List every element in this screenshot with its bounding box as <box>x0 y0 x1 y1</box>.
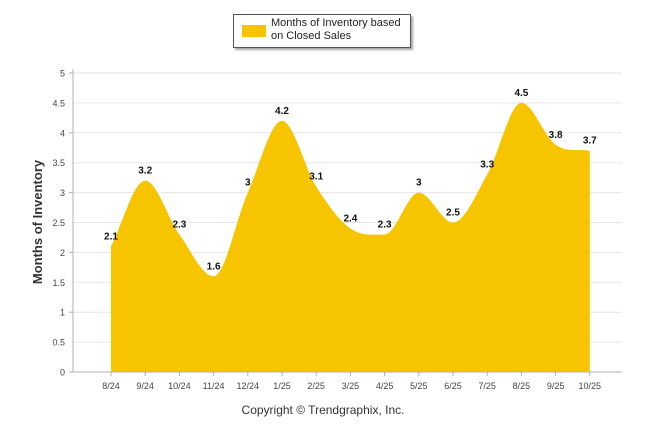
y-axis-title: Months of Inventory <box>30 159 45 284</box>
data-label: 3.8 <box>549 130 563 141</box>
x-tick-label: 11/24 <box>203 381 225 391</box>
data-label: 2.3 <box>172 219 186 230</box>
data-label: 2.1 <box>104 231 118 242</box>
y-tick-label: 3.5 <box>52 158 65 168</box>
axes <box>69 69 622 376</box>
data-label: 4.5 <box>514 88 528 99</box>
data-label: 3.1 <box>309 172 323 183</box>
y-tick-label: 0.5 <box>52 338 65 348</box>
data-label: 3.7 <box>583 136 597 147</box>
copyright-footer: Copyright © Trendgraphix, Inc. <box>241 403 405 417</box>
data-label: 4.2 <box>275 106 289 117</box>
x-tick-label: 9/25 <box>547 381 565 391</box>
y-tick-label: 4.5 <box>52 98 65 108</box>
y-tick-label: 1 <box>60 308 65 318</box>
data-labels: 2.1 3.2 2.3 1.6 3 4.2 3.1 2.4 2.3 3 2.5 3.3 4.5 3.8 3.… <box>104 88 597 272</box>
data-label: 3 <box>416 178 422 189</box>
x-tick-label: 8/25 <box>513 381 531 391</box>
data-label: 2.5 <box>446 208 460 219</box>
y-tick-label: 0 <box>60 368 65 378</box>
x-tick-label: 10/24 <box>168 381 191 391</box>
legend-swatch <box>242 25 266 37</box>
x-tick-label: 1/25 <box>273 381 291 391</box>
y-tick-label: 2.5 <box>52 218 65 228</box>
y-tick-label: 3 <box>60 188 65 198</box>
x-tick-label: 2/25 <box>307 381 325 391</box>
y-tick-label: 4 <box>60 128 65 138</box>
data-label: 2.3 <box>378 219 392 230</box>
y-tick-label: 1.5 <box>52 278 65 288</box>
data-label: 1.6 <box>207 261 221 272</box>
data-label: 3.2 <box>138 166 152 177</box>
data-label: 3.3 <box>480 160 494 171</box>
y-tick-label: 2 <box>60 248 65 258</box>
x-tick-label: 12/24 <box>237 381 260 391</box>
x-tick-label: 5/25 <box>410 381 428 391</box>
legend: Months of Inventory based on Closed Sale… <box>233 14 411 48</box>
x-tick-label: 4/25 <box>376 381 394 391</box>
x-tick-label: 3/25 <box>342 381 360 391</box>
x-tick-label: 10/25 <box>579 381 602 391</box>
y-tick-labels: 0 0.5 1 1.5 2 2.5 3 3.5 4 4.5 5 <box>52 69 65 378</box>
x-tick-labels: 8/24 9/24 10/24 11/24 12/24 1/25 2/25 3/25 4/25 5… <box>102 381 601 391</box>
y-tick-label: 5 <box>60 69 65 79</box>
x-tick-label: 9/24 <box>136 381 154 391</box>
data-label: 3 <box>245 178 251 189</box>
x-tick-label: 6/25 <box>444 381 462 391</box>
legend-label: Months of Inventory based on Closed Sale… <box>271 17 401 42</box>
data-label: 2.4 <box>343 213 357 224</box>
x-tick-label: 8/24 <box>102 381 120 391</box>
x-tick-label: 7/25 <box>478 381 496 391</box>
area-series <box>111 102 590 373</box>
